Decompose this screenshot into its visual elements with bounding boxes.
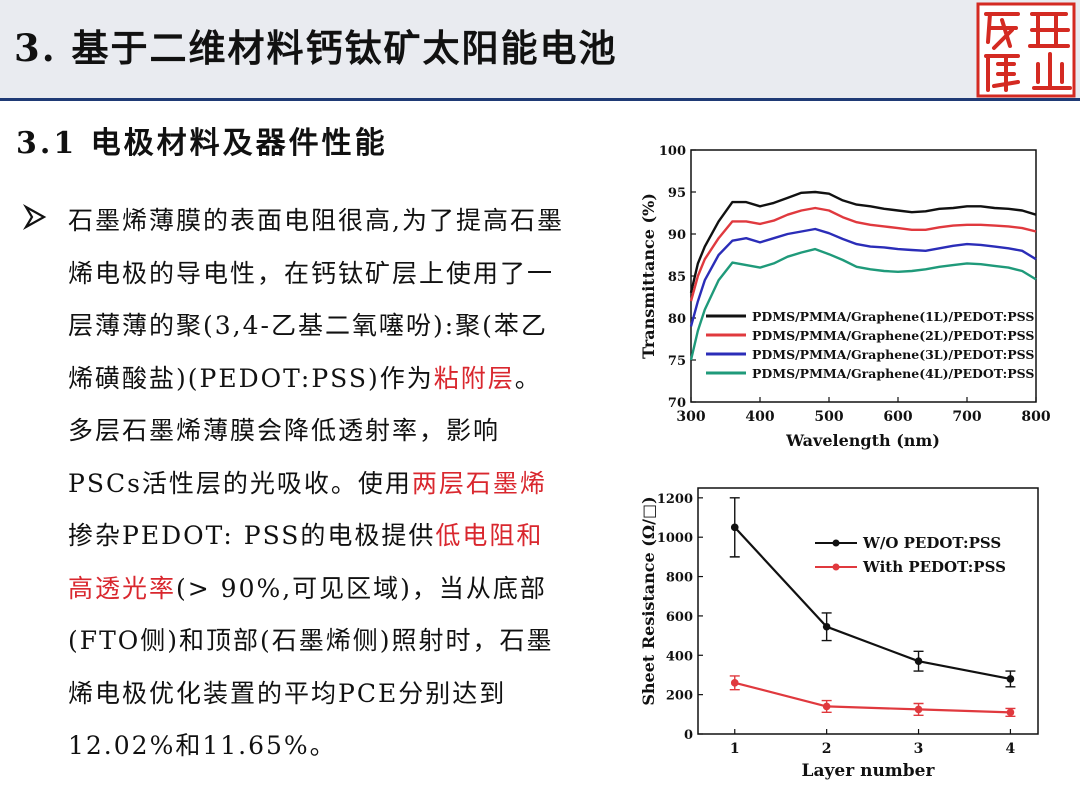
- slide-header: 3. 基于二维材料钙钛矿太阳能电池: [0, 0, 1080, 101]
- series-line-1: [733, 526, 1011, 680]
- body-paragraph: 石墨烯薄膜的表面电阻很高,为了提高石墨烯电极的导电性，在钙钛矿层上使用了一层薄薄…: [68, 195, 568, 773]
- data-point: [914, 657, 923, 665]
- series-line-2: [734, 681, 1011, 714]
- legend-label: With PEDOT:PSS: [862, 558, 1006, 576]
- y-tick-label: 200: [666, 689, 693, 704]
- plot-frame: [690, 149, 1037, 403]
- x-tick-label: 4: [1006, 741, 1016, 757]
- y-tick-label: 90: [668, 228, 686, 243]
- plot-frame: [697, 487, 1039, 735]
- data-point: [730, 679, 739, 687]
- x-tick-label: 2: [822, 741, 832, 757]
- body-highlight-low-resistance: 低电阻和高透光率: [68, 521, 544, 603]
- seal-logo-icon: [976, 2, 1076, 98]
- legend-label: PDMS/PMMA/Graphene(4L)/PEDOT:PSS: [752, 366, 1034, 381]
- data-point: [822, 622, 831, 631]
- slide-title: 3. 基于二维材料钙钛矿太阳能电池: [14, 26, 618, 70]
- y-axis-label: Sheet Resistance (Ω/□): [639, 496, 658, 705]
- arrow-bullet-icon: [22, 204, 47, 230]
- body-highlight-adhesion: 粘附层: [433, 363, 515, 393]
- y-tick-label: 80: [668, 312, 686, 327]
- legend-label: PDMS/PMMA/Graphene(1L)/PEDOT:PSS: [752, 309, 1034, 324]
- x-tick-label: 300: [676, 409, 705, 425]
- legend-label: PDMS/PMMA/Graphene(3L)/PEDOT:PSS: [752, 347, 1034, 362]
- x-tick-label: 500: [814, 409, 843, 425]
- body-text-3: 掺杂PEDOT: PSS的电极提供: [68, 521, 436, 550]
- y-tick-label: 100: [659, 144, 686, 159]
- data-point: [1006, 708, 1015, 717]
- y-tick-label: 85: [668, 270, 686, 285]
- y-tick-label: 1200: [657, 492, 693, 507]
- x-axis-label: Layer number: [802, 761, 936, 781]
- y-tick-label: 800: [666, 571, 693, 586]
- body-text-4: (> 90%,可见区域)，当从底部(FTO侧)和顶部(石墨烯侧)照射时，石墨烯电…: [68, 573, 554, 761]
- section-title: 3.1 电极材料及器件性能: [16, 126, 388, 161]
- data-point: [730, 523, 739, 532]
- series-line-3: [689, 227, 1037, 327]
- legend-label: PDMS/PMMA/Graphene(2L)/PEDOT:PSS: [752, 328, 1034, 343]
- x-tick-label: 800: [1021, 409, 1050, 425]
- y-tick-label: 75: [668, 354, 686, 369]
- y-tick-label: 0: [684, 728, 693, 743]
- body-highlight-bilayer: 两层石墨烯: [411, 468, 547, 498]
- x-axis-label: Wavelength (nm): [785, 431, 940, 450]
- x-tick-label: 3: [914, 741, 924, 757]
- y-tick-label: 400: [666, 649, 693, 664]
- y-tick-label: 600: [666, 610, 693, 625]
- y-tick-label: 70: [668, 396, 686, 411]
- series-line-1: [689, 190, 1037, 294]
- data-point: [914, 705, 923, 714]
- sheet-resistance-chart: 1 2 3 4 0 200 400 600 800 1000 1200 W/O PEDOT:PSS W…: [639, 487, 1039, 781]
- y-tick-label: 95: [668, 186, 686, 201]
- legend-label: W/O PEDOT:PSS: [862, 534, 1001, 552]
- data-point: [1006, 675, 1015, 683]
- body-text-1: 石墨烯薄膜的表面电阻很高,为了提高石墨烯电极的导电性，在钙钛矿层上使用了一层薄薄…: [68, 206, 564, 393]
- transmittance-chart: 300 400 500 600 700 800 70 75 80 85 90 95 100 PDMS/P…: [639, 144, 1051, 450]
- body-text-2: 。多层石墨烯薄膜会降低透射率，影响PSCs活性层的光吸收。使用: [68, 363, 542, 498]
- x-tick-label: 1: [730, 741, 740, 757]
- series-line-4: [689, 247, 1037, 361]
- x-tick-label: 700: [952, 409, 981, 425]
- y-tick-label: 1000: [657, 531, 693, 546]
- data-point: [822, 702, 831, 711]
- y-axis-label: Transmittance (%): [639, 193, 658, 359]
- legend-marker: [832, 539, 840, 547]
- series-line-2: [689, 206, 1037, 302]
- x-tick-label: 600: [883, 409, 912, 425]
- x-tick-label: 400: [745, 409, 774, 425]
- legend-marker: [832, 563, 840, 571]
